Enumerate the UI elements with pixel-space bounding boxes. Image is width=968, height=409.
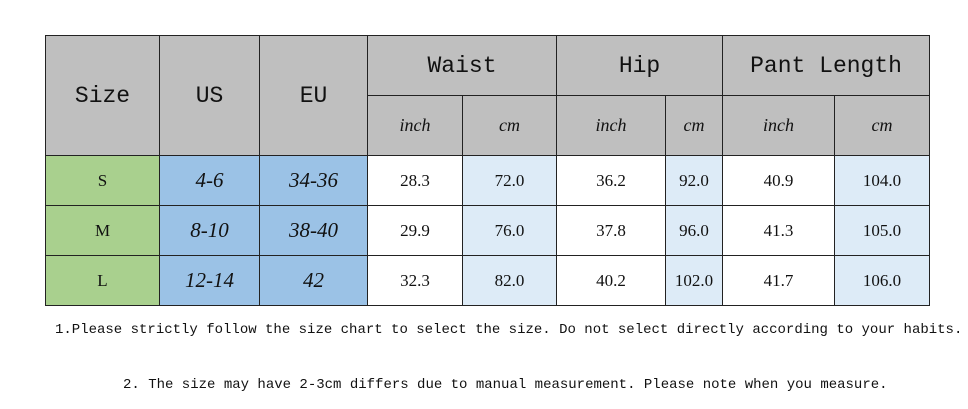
table-row: M 8-10 38-40 29.9 76.0 37.8 96.0 41.3 105.0: [45, 205, 931, 256]
table-cell: 102.0: [665, 255, 724, 306]
table-cell: 96.0: [665, 205, 724, 256]
table-cell: 41.3: [722, 205, 836, 256]
table-cell: 42: [259, 255, 368, 306]
unit-header: inch: [722, 95, 836, 156]
table-cell: 36.2: [556, 155, 667, 206]
group-header: Pant Length: [722, 35, 931, 96]
size-table: Size US EU Waist Hip Pant Length inch cm i…: [45, 35, 931, 306]
table-cell: 38-40: [259, 205, 368, 256]
table-cell: 4-6: [159, 155, 260, 206]
header-cell: Size: [45, 35, 160, 156]
unit-header: inch: [367, 95, 463, 156]
note: 2. The size may have 2-3cm differs due t…: [123, 377, 888, 393]
note: 1.Please strictly follow the size chart …: [55, 322, 963, 338]
table-row: L 12-14 42 32.3 82.0 40.2 102.0 41.7 106.0: [45, 255, 931, 306]
table-cell: M: [45, 205, 160, 256]
table-cell: 82.0: [461, 255, 558, 306]
table-cell: 34-36: [259, 155, 368, 206]
header-cell: EU: [259, 35, 368, 156]
table-cell: 72.0: [461, 155, 558, 206]
table-cell: 40.2: [556, 255, 667, 306]
table-cell: 76.0: [461, 205, 558, 256]
table-cell: 8-10: [159, 205, 260, 256]
unit-header: cm: [665, 95, 724, 156]
table-cell: 29.9: [367, 205, 463, 256]
table-cell: 40.9: [722, 155, 836, 206]
table-cell: 28.3: [367, 155, 463, 206]
table-cell: 106.0: [834, 255, 931, 306]
header-cell: US: [159, 35, 260, 156]
table-cell: 41.7: [722, 255, 836, 306]
unit-header: cm: [461, 95, 558, 156]
table-cell: 37.8: [556, 205, 667, 256]
table-cell: 104.0: [834, 155, 931, 206]
table-cell: 105.0: [834, 205, 931, 256]
group-header: Waist: [366, 35, 558, 96]
unit-header: inch: [556, 95, 667, 156]
table-cell: S: [45, 155, 160, 206]
group-header: Hip: [556, 35, 724, 96]
table-cell: 92.0: [665, 155, 724, 206]
table-cell: 32.3: [367, 255, 463, 306]
table-row: S 4-6 34-36 28.3 72.0 36.2 92.0 40.9 104.0: [45, 155, 931, 206]
unit-header: cm: [834, 95, 931, 156]
table-cell: L: [45, 255, 160, 306]
table-cell: 12-14: [159, 255, 260, 306]
